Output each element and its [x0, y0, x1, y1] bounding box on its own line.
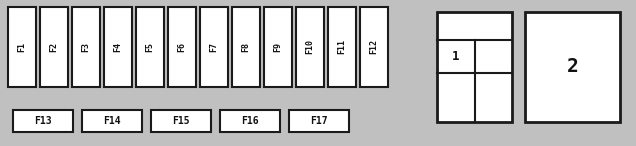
- Bar: [437, 12, 512, 122]
- Bar: [328, 7, 356, 87]
- Text: F2: F2: [50, 42, 59, 52]
- Text: F3: F3: [81, 42, 90, 52]
- Bar: [525, 12, 620, 122]
- Text: F16: F16: [241, 116, 259, 126]
- Text: F7: F7: [209, 42, 219, 52]
- Text: F9: F9: [273, 42, 282, 52]
- Bar: [151, 110, 211, 132]
- Text: F11: F11: [338, 40, 347, 54]
- Text: F8: F8: [242, 42, 251, 52]
- Bar: [104, 7, 132, 87]
- Bar: [220, 110, 280, 132]
- Bar: [296, 7, 324, 87]
- Bar: [264, 7, 292, 87]
- Bar: [200, 7, 228, 87]
- Bar: [360, 7, 388, 87]
- Text: F4: F4: [113, 42, 123, 52]
- Bar: [72, 7, 100, 87]
- Bar: [232, 7, 260, 87]
- Bar: [168, 7, 196, 87]
- Text: 1: 1: [452, 49, 459, 62]
- Text: F5: F5: [146, 42, 155, 52]
- Bar: [40, 7, 68, 87]
- Text: F13: F13: [34, 116, 52, 126]
- Text: F17: F17: [310, 116, 328, 126]
- Text: F10: F10: [305, 40, 314, 54]
- Bar: [13, 110, 73, 132]
- Text: F15: F15: [172, 116, 190, 126]
- Text: F14: F14: [103, 116, 121, 126]
- Bar: [136, 7, 164, 87]
- Text: F6: F6: [177, 42, 186, 52]
- Text: F12: F12: [370, 40, 378, 54]
- Bar: [82, 110, 142, 132]
- Text: 2: 2: [567, 58, 578, 77]
- Text: F1: F1: [18, 42, 27, 52]
- Bar: [289, 110, 349, 132]
- Bar: [8, 7, 36, 87]
